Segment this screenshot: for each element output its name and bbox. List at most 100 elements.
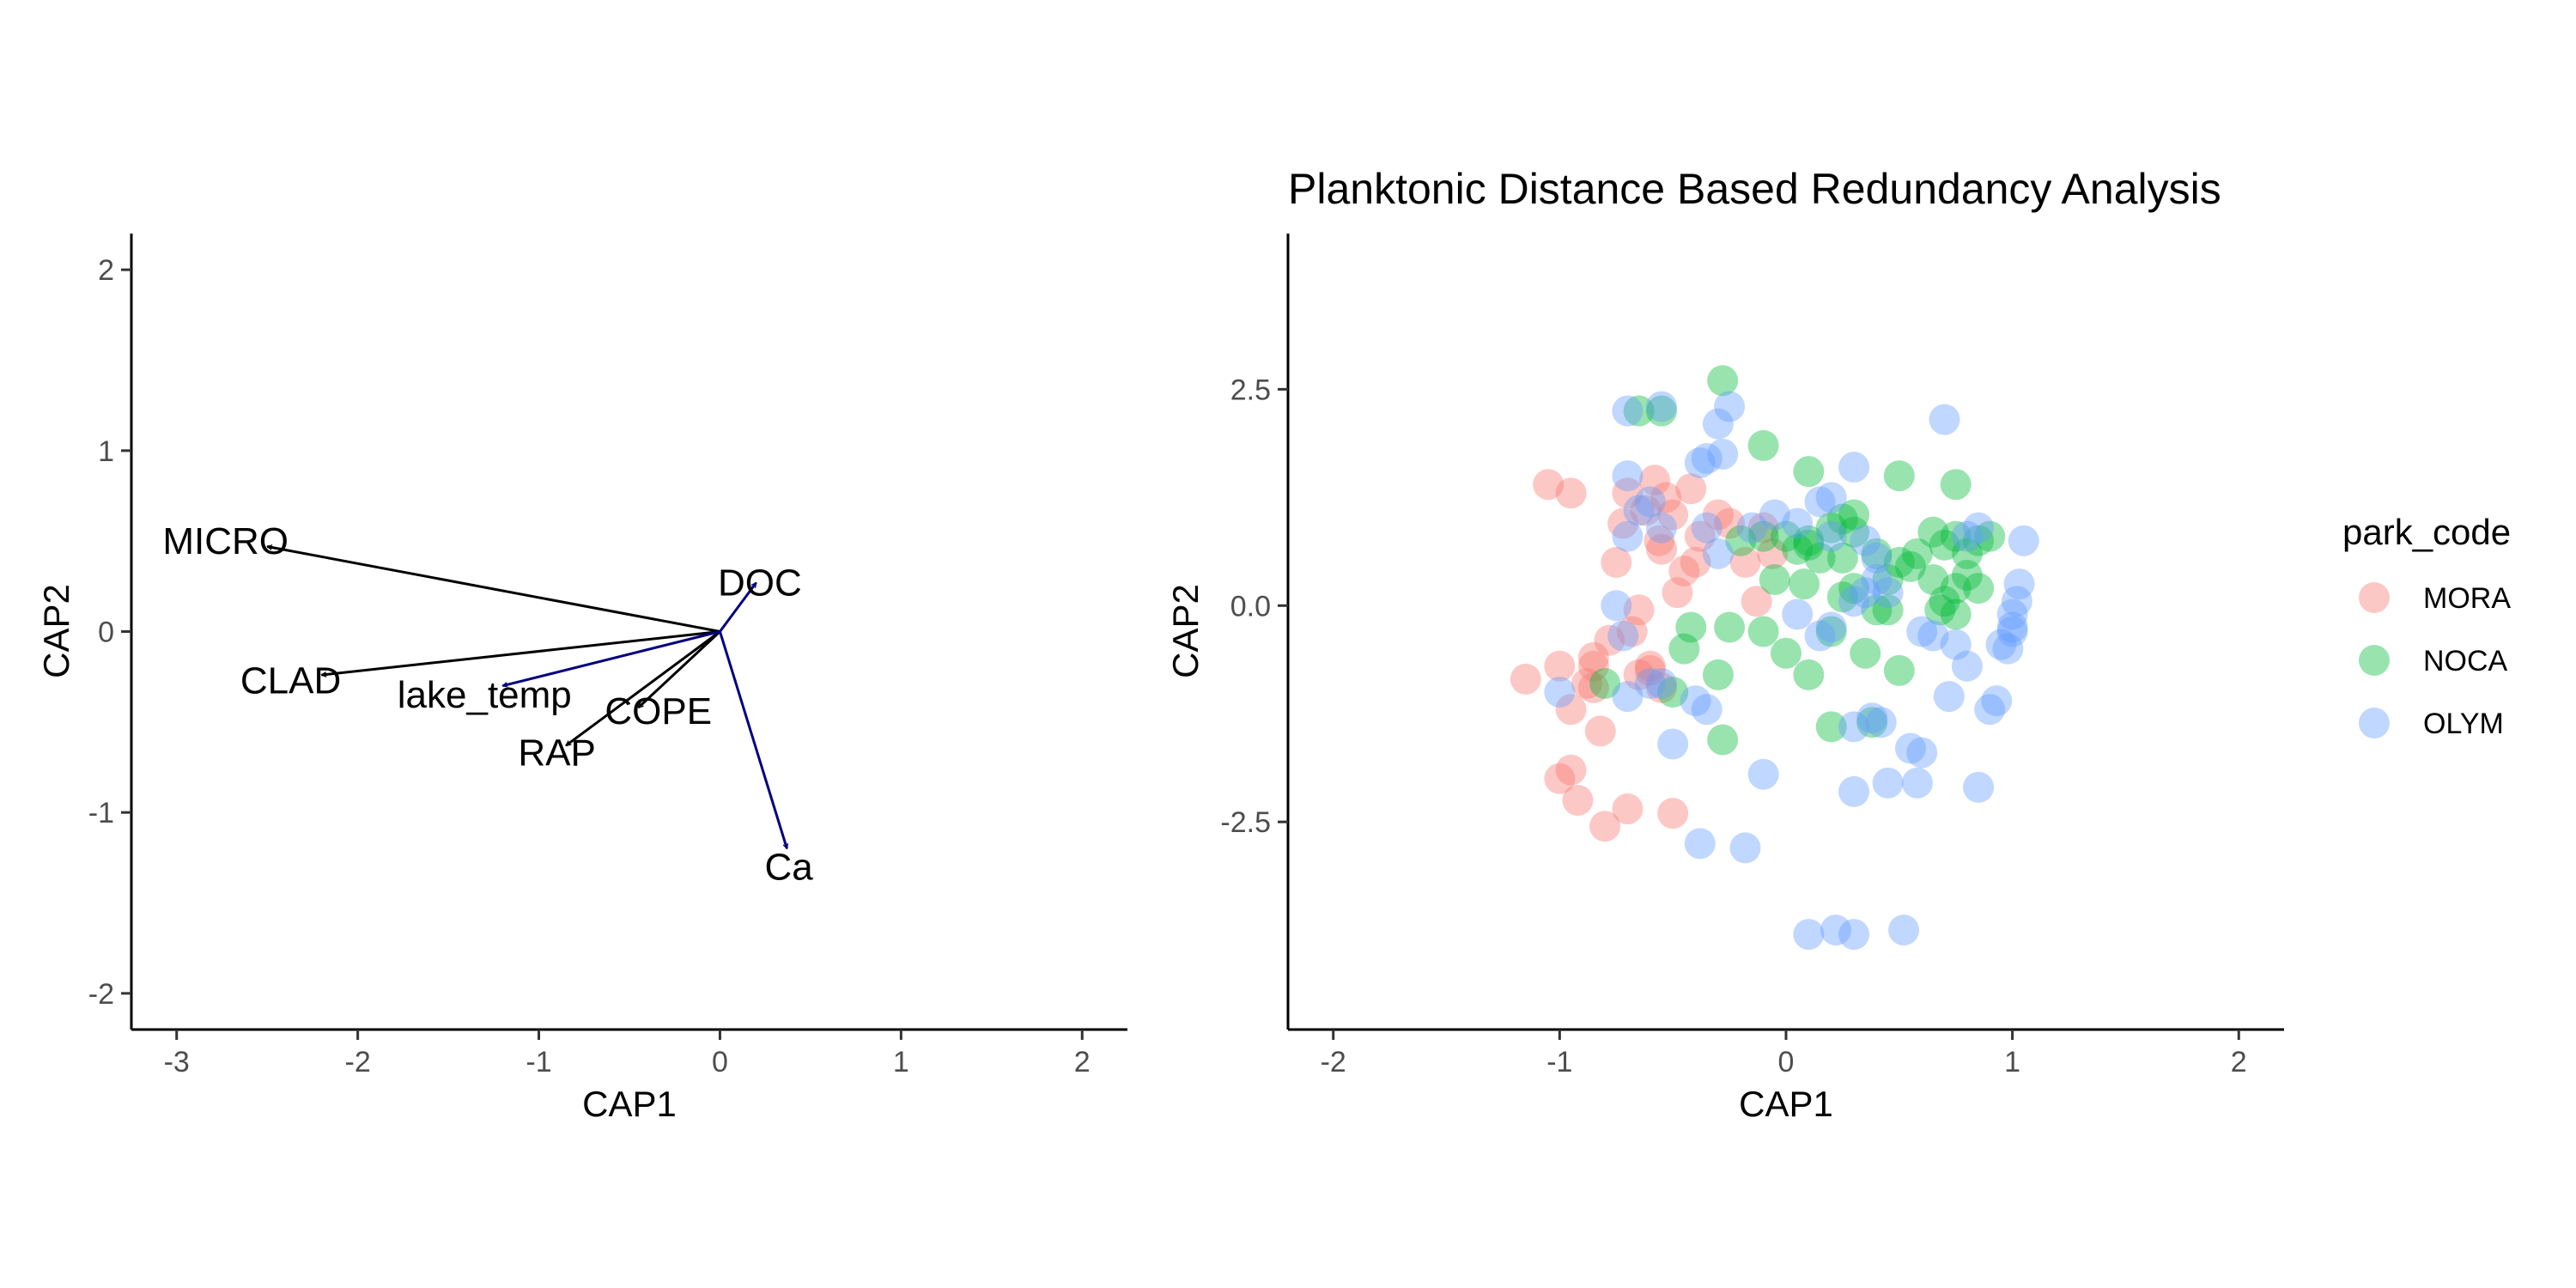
point-olym [2003, 568, 2035, 600]
point-olym [1992, 633, 2024, 665]
point-mora [1714, 507, 1746, 539]
series-noca [1589, 365, 2006, 756]
point-olym [1684, 828, 1716, 860]
point-noca [1793, 529, 1825, 561]
point-mora [1562, 784, 1594, 816]
vector-label-clad: CLAD [240, 659, 341, 702]
vector-label-ca: Ca [764, 846, 813, 888]
point-noca [1771, 637, 1801, 669]
point-mora [1577, 671, 1609, 703]
point-noca [1815, 616, 1847, 647]
point-olym [1684, 447, 1716, 479]
point-mora [1612, 477, 1643, 509]
point-noca [1872, 564, 1904, 596]
point-noca [1826, 542, 1858, 574]
right-y-tick-label: 0.0 [1230, 590, 1271, 623]
point-olym [1838, 919, 1870, 951]
vector-arrow-ca [719, 631, 787, 849]
vector-arrow-lake-temp [502, 630, 720, 686]
vector-label-lake-temp: lake_temp [398, 674, 572, 716]
left-x-axis-title: CAP1 [582, 1084, 677, 1124]
point-olym [1804, 620, 1836, 652]
vector-arrow-cope [639, 630, 721, 709]
left-y-tick-label: 0 [98, 617, 114, 649]
legend-key-olym [2359, 708, 2390, 738]
point-noca [1940, 598, 1971, 630]
right-x-ticks: -2 -1 0 1 2 [1321, 1030, 2247, 1078]
left-x-ticks: -3 -2 -1 0 1 2 [164, 1030, 1091, 1078]
point-olym [1646, 391, 1677, 422]
point-olym [1856, 702, 1888, 734]
point-noca [1940, 469, 1971, 501]
point-noca [1793, 525, 1825, 556]
right-plot-title: Planktonic Distance Based Redundancy Ana… [1288, 165, 2221, 213]
left-x-tick-label: -3 [164, 1046, 190, 1078]
point-noca [1883, 546, 1915, 578]
point-mora [1657, 798, 1689, 829]
point-mora [1555, 477, 1587, 509]
right-points [1510, 365, 2039, 951]
point-olym [1623, 495, 1655, 526]
legend-title: park_code [2342, 512, 2511, 552]
point-noca [1861, 538, 1893, 569]
right-x-tick-label: 0 [1778, 1046, 1795, 1078]
legend-key-mora [2359, 582, 2390, 613]
series-olym [1544, 391, 2039, 951]
left-x-tick-label: 2 [1074, 1046, 1091, 1078]
point-mora [1741, 586, 1772, 617]
legend-label-noca: NOCA [2423, 645, 2508, 677]
point-mora [1650, 482, 1682, 513]
point-mora [1634, 654, 1666, 686]
vector-arrow-doc [719, 583, 757, 633]
point-noca [1826, 581, 1858, 613]
point-mora [1757, 538, 1789, 569]
point-olym [1691, 512, 1722, 544]
series-mora [1510, 465, 1789, 842]
point-olym [1906, 737, 1938, 769]
right-y-tick-label: 2.5 [1230, 374, 1271, 406]
left-x-tick-label: -2 [345, 1046, 371, 1078]
point-olym [1974, 694, 2006, 726]
point-olym [1838, 452, 1870, 483]
point-mora [1668, 555, 1700, 586]
point-mora [1594, 624, 1625, 656]
point-mora [1639, 465, 1671, 496]
right-x-tick-label: 2 [2231, 1046, 2247, 1078]
legend-items: MORA NOCA OLYM [2359, 582, 2511, 740]
point-noca [1838, 499, 1870, 531]
point-mora [1584, 715, 1616, 747]
point-olym [1707, 438, 1739, 470]
point-noca [1940, 573, 1971, 605]
point-noca [1793, 456, 1825, 488]
point-olym [1838, 586, 1870, 617]
point-mora [1634, 650, 1666, 682]
point-noca [1815, 512, 1847, 544]
legend-label-olym: OLYM [2423, 708, 2504, 740]
left-y-tick-label: -2 [88, 978, 114, 1011]
point-olym [1691, 442, 1722, 474]
point-olym [1838, 711, 1870, 743]
point-noca [1623, 395, 1655, 427]
point-olym [1714, 391, 1746, 422]
point-olym [1736, 512, 1768, 544]
point-mora [1589, 811, 1621, 842]
point-olym [1815, 611, 1847, 643]
point-mora [1571, 667, 1602, 699]
right-y-axis-title: CAP2 [1165, 584, 1206, 678]
point-mora [1747, 512, 1779, 544]
point-mora [1612, 793, 1643, 825]
point-noca [1951, 560, 1983, 592]
vector-label-cope: COPE [605, 690, 712, 732]
point-olym [1996, 611, 2028, 643]
point-olym [1888, 914, 1920, 946]
point-mora [1607, 507, 1639, 539]
point-olym [1646, 512, 1677, 544]
point-noca [1974, 520, 2006, 552]
point-noca [1856, 707, 1888, 738]
point-olym [1634, 486, 1666, 518]
point-olym [1782, 598, 1814, 630]
point-olym [1612, 520, 1643, 552]
